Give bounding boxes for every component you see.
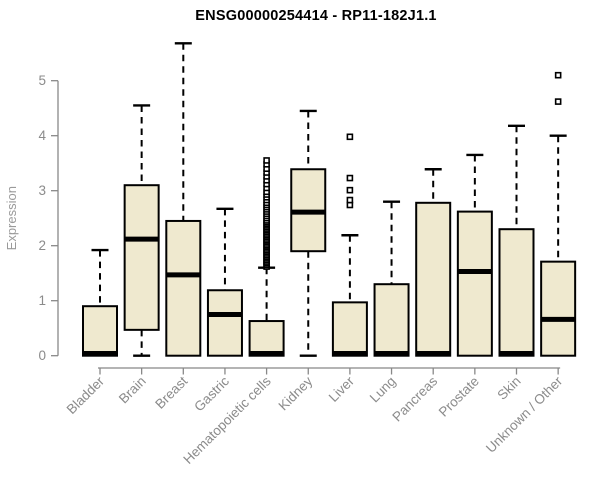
boxplot-breast [165, 42, 202, 357]
iqr-box [373, 283, 410, 357]
outlier-point [263, 157, 270, 164]
y-tick-label: 2 [38, 238, 46, 253]
y-axis: 0 1 2 3 4 5 Expression [4, 73, 59, 363]
iqr-box [206, 289, 243, 357]
outlier-point [346, 133, 354, 141]
outlier-point [554, 71, 562, 79]
x-tick-label-breast: Breast [152, 373, 190, 411]
iqr-box [123, 184, 160, 331]
outlier-point [346, 186, 354, 194]
iqr-box [331, 301, 368, 357]
outlier-point [346, 174, 354, 182]
iqr-box [248, 320, 285, 357]
x-tick-label-lung: Lung [367, 374, 399, 406]
iqr-box [415, 201, 452, 357]
y-tick-label: 3 [38, 183, 46, 198]
boxplot-gastric [206, 207, 243, 357]
x-tick-label-bladder: Bladder [64, 373, 108, 417]
outlier-point [554, 98, 562, 105]
boxplot-hematopoietic-cells [248, 157, 285, 357]
y-tick-label: 4 [38, 128, 46, 143]
y-tick-label: 1 [38, 293, 46, 308]
boxplot-pancreas [415, 168, 452, 357]
x-tick-label-skin: Skin [494, 374, 523, 403]
x-tick-label-liver: Liver [326, 373, 358, 405]
chart-title: ENSG00000254414 - RP11-182J1.1 [195, 8, 437, 24]
x-tick-label-brain: Brain [116, 374, 149, 407]
boxplot-bladder [82, 248, 118, 357]
boxplot-brain [123, 104, 160, 357]
boxplot-kidney [290, 109, 327, 357]
iqr-box [540, 260, 577, 357]
boxplot-lung [373, 200, 410, 357]
x-tick-label-prostate: Prostate [436, 374, 482, 420]
y-tick-label: 0 [38, 348, 46, 363]
iqr-box [165, 219, 202, 357]
x-tick-label-unknown-other: Unknown / Other [483, 373, 566, 456]
y-axis-title: Expression [4, 186, 19, 250]
boxplot-prostate [456, 153, 493, 357]
boxplot-liver [331, 133, 368, 357]
iqr-box [498, 228, 535, 357]
x-tick-label-pancreas: Pancreas [389, 373, 440, 424]
boxplot-unknown-other [540, 71, 577, 357]
iqr-box [456, 210, 493, 357]
boxplot-skin [498, 124, 535, 357]
iqr-box [82, 305, 118, 357]
x-tick-label-gastric: Gastric [191, 373, 232, 414]
x-tick-label-kidney: Kidney [276, 373, 316, 413]
outlier-point [346, 196, 354, 204]
y-tick-label: 5 [38, 73, 46, 88]
